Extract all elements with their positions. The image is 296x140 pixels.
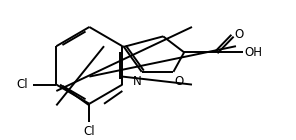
Text: O: O: [174, 75, 183, 88]
Text: Cl: Cl: [17, 78, 28, 91]
Text: Cl: Cl: [83, 125, 95, 138]
Text: OH: OH: [244, 46, 262, 59]
Text: N: N: [133, 75, 142, 88]
Text: O: O: [235, 28, 244, 41]
